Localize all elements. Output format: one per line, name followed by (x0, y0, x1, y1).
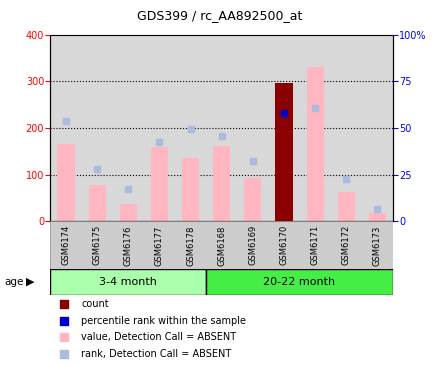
Point (60, 318, 67, 324)
Point (373, 206, 380, 212)
Text: GSM6172: GSM6172 (341, 225, 350, 265)
Point (249, 158, 256, 164)
Text: GSM6173: GSM6173 (372, 225, 381, 266)
Text: value, Detection Call = ABSENT: value, Detection Call = ABSENT (81, 332, 236, 343)
Text: GSM6171: GSM6171 (310, 225, 319, 265)
Text: 3-4 month: 3-4 month (99, 277, 157, 287)
Text: ▶: ▶ (25, 277, 34, 287)
Point (187, 127, 194, 132)
Bar (275, 83, 292, 221)
Bar (206, 269, 392, 295)
Point (62, 118, 69, 124)
Text: GSM6176: GSM6176 (124, 225, 133, 266)
Text: GSM6177: GSM6177 (155, 225, 163, 266)
Point (60, 335, 67, 340)
Point (155, 139, 162, 145)
Bar (244, 178, 261, 221)
Point (93, 166, 100, 172)
Bar (120, 204, 137, 221)
Point (218, 133, 225, 139)
Point (60, 351, 67, 357)
Text: GSM6169: GSM6169 (248, 225, 257, 265)
Point (124, 186, 131, 192)
Point (60, 301, 67, 307)
Bar (57, 145, 74, 221)
Bar (337, 193, 354, 221)
Bar (50, 269, 206, 295)
Point (342, 176, 349, 182)
Text: GSM6175: GSM6175 (92, 225, 102, 265)
Text: age: age (4, 277, 24, 287)
Text: count: count (81, 299, 109, 309)
Point (311, 105, 318, 111)
Bar (306, 67, 323, 221)
Text: GSM6168: GSM6168 (217, 225, 226, 266)
Bar (151, 147, 168, 221)
Bar (368, 213, 385, 221)
Bar (212, 146, 230, 221)
Text: rank, Detection Call = ABSENT: rank, Detection Call = ABSENT (81, 349, 231, 359)
Text: GDS399 / rc_AA892500_at: GDS399 / rc_AA892500_at (137, 9, 301, 22)
Text: percentile rank within the sample: percentile rank within the sample (81, 315, 246, 326)
Point (280, 110, 287, 116)
Text: GSM6170: GSM6170 (279, 225, 288, 265)
Bar (88, 186, 106, 221)
Text: 20-22 month: 20-22 month (263, 277, 335, 287)
Text: GSM6174: GSM6174 (61, 225, 71, 265)
Bar (182, 158, 199, 221)
Text: GSM6178: GSM6178 (186, 225, 194, 266)
